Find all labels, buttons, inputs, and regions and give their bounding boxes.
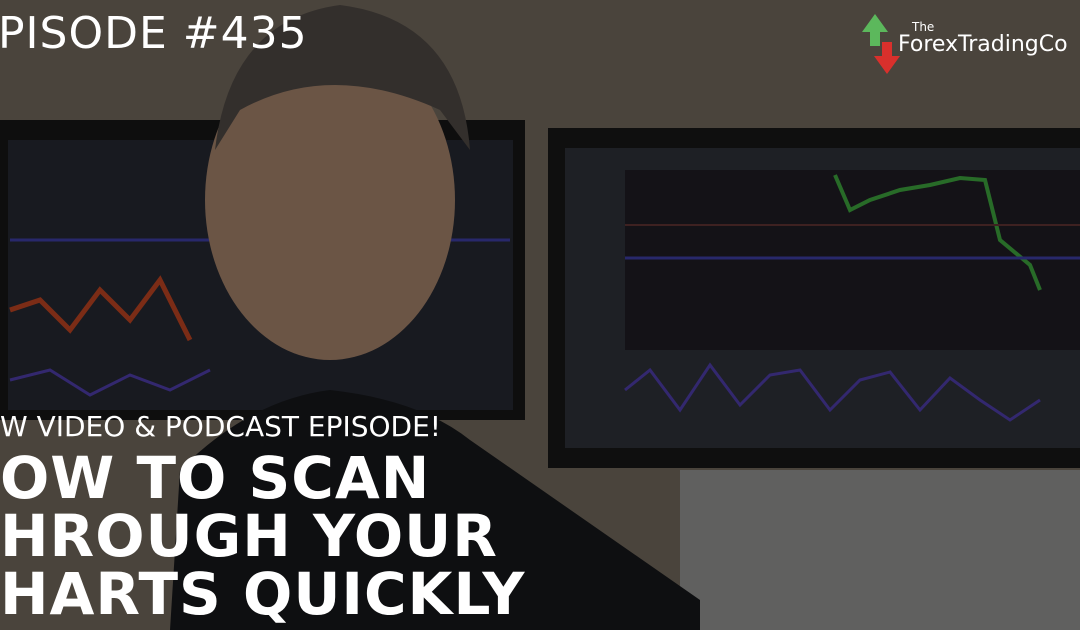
kicker: W VIDEO & PODCAST EPISODE! (0, 410, 442, 443)
headline-line: OW TO SCAN (0, 444, 431, 512)
headline-line: HROUGH YOUR (0, 502, 498, 570)
logo-name: ForexTradingCo (898, 32, 1068, 57)
logo-prefix: The (912, 20, 935, 34)
episode-number: PISODE #435 (0, 8, 308, 59)
headline-line: HARTS QUICKLY (0, 560, 526, 628)
